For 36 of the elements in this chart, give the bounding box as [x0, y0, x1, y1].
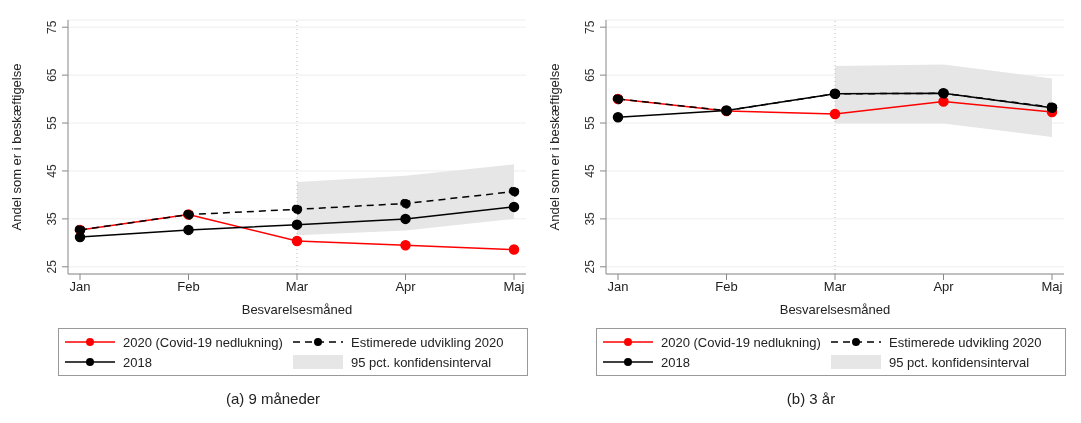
y-tick-label: 75	[45, 20, 59, 34]
y-tick-label: 35	[45, 211, 59, 226]
text: 95 pct. konfidensinterval	[351, 354, 492, 370]
legend-label: 2018	[661, 354, 690, 370]
y-tick-label: 65	[45, 68, 59, 82]
text: 95 pct. konfidensinterval	[889, 354, 1030, 370]
legend-label: 2018	[123, 354, 152, 370]
y-tick-label: 45	[45, 163, 59, 178]
legend-label: Estimerede udvikling 2020	[889, 334, 1042, 350]
y-tick-label: 35	[583, 211, 597, 226]
x-tick-label: Feb	[177, 279, 200, 295]
x-tick-label: Jan	[69, 279, 91, 295]
x-tick-label: Mar	[823, 279, 847, 295]
y-axis-title: Andel som er i beskæftigelse	[8, 63, 24, 231]
x-tick-label: Apr	[395, 279, 417, 295]
y-tick-label: 75	[583, 20, 597, 34]
y-axis-title: Andel som er i beskæftigelse	[546, 63, 562, 231]
y-tick-label: 45	[583, 163, 597, 178]
text: (b) 3 år	[785, 390, 837, 407]
x-axis-title: Besvarelsesmåned	[241, 302, 353, 317]
y-tick-label: 55	[583, 116, 597, 130]
x-tick-label: Maj	[1041, 279, 1063, 295]
y-tick-label: 55	[45, 116, 59, 130]
legend-label: 2020 (Covid-19 nedlukning)	[123, 334, 283, 350]
x-tick-label: Mar	[285, 279, 309, 295]
legend-label: Estimerede udvikling 2020	[351, 334, 504, 350]
x-tick-label: Feb	[715, 279, 738, 295]
y-tick-label: 25	[583, 259, 597, 274]
x-axis-title: Besvarelsesmåned	[779, 302, 891, 317]
y-tick-label: 25	[45, 259, 59, 274]
x-tick-label: Apr	[933, 279, 955, 295]
x-tick-label: Jan	[607, 279, 629, 295]
x-tick-label: Maj	[503, 279, 525, 295]
legend-label: 2020 (Covid-19 nedlukning)	[661, 334, 821, 350]
text: (a) 9 måneder	[224, 390, 322, 407]
y-tick-label: 65	[583, 68, 597, 82]
